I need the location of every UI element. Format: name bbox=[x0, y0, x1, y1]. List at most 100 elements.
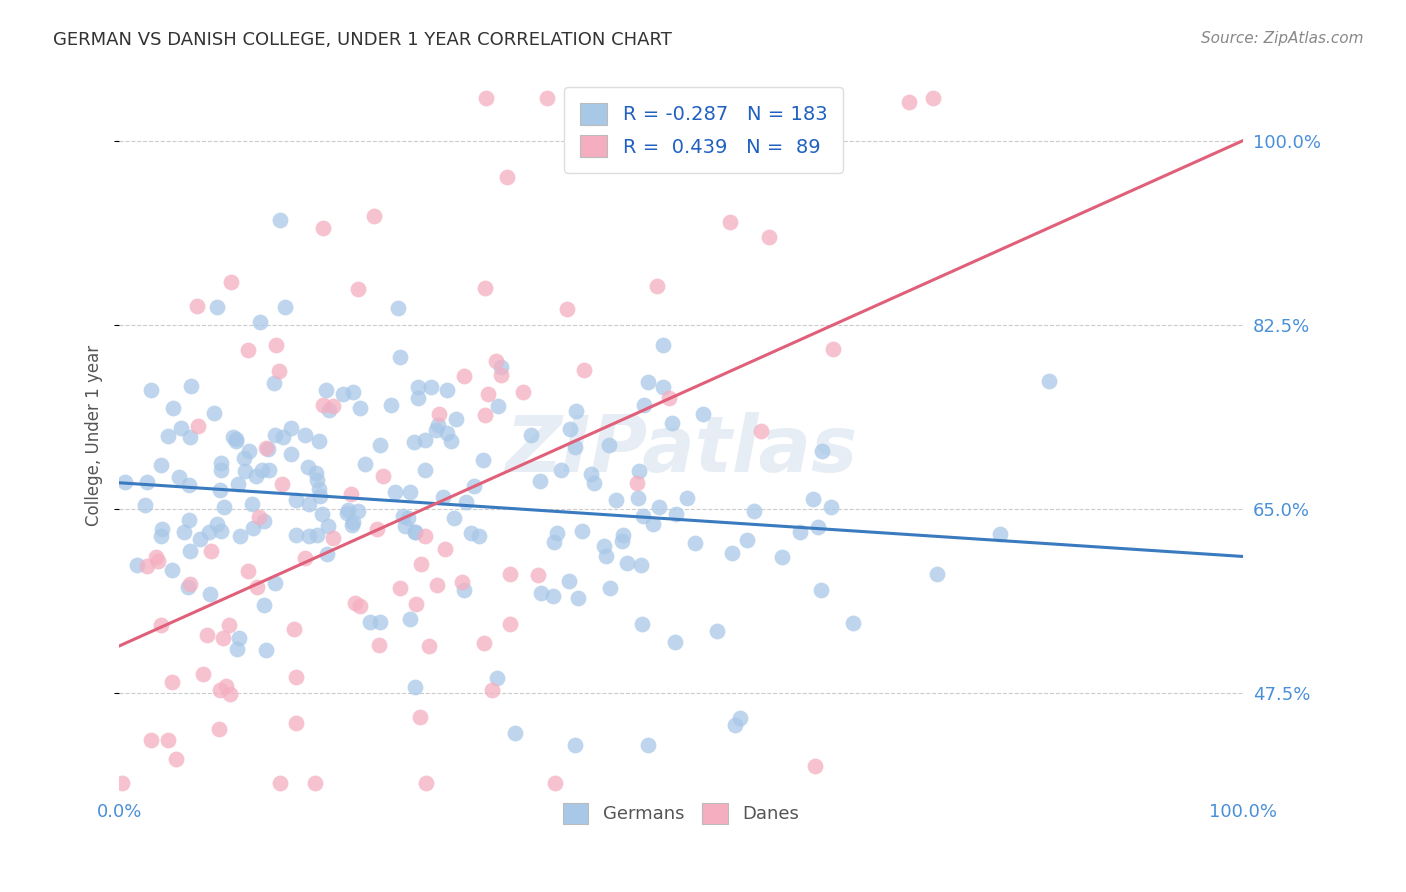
Point bbox=[723, 718, 745, 732]
Point bbox=[177, 513, 200, 527]
Point bbox=[505, 726, 527, 740]
Point bbox=[209, 683, 232, 698]
Point bbox=[205, 517, 228, 532]
Point bbox=[322, 400, 344, 414]
Point bbox=[233, 450, 256, 465]
Point bbox=[215, 679, 238, 693]
Point bbox=[309, 489, 332, 503]
Point bbox=[245, 581, 267, 595]
Point bbox=[530, 586, 553, 600]
Point bbox=[145, 549, 167, 564]
Point bbox=[595, 549, 617, 564]
Point bbox=[394, 518, 416, 533]
Point bbox=[451, 575, 474, 590]
Point bbox=[343, 597, 366, 611]
Point bbox=[205, 301, 228, 315]
Point bbox=[233, 464, 256, 478]
Point bbox=[440, 434, 463, 449]
Point bbox=[453, 582, 475, 597]
Point bbox=[665, 507, 688, 521]
Point bbox=[897, 95, 920, 109]
Point bbox=[692, 407, 714, 421]
Point bbox=[512, 384, 534, 399]
Point bbox=[257, 442, 280, 456]
Y-axis label: College, Under 1 year: College, Under 1 year bbox=[86, 345, 103, 526]
Point bbox=[249, 315, 271, 329]
Point bbox=[806, 520, 828, 534]
Point bbox=[188, 532, 211, 546]
Point bbox=[208, 722, 231, 736]
Point bbox=[162, 401, 184, 415]
Point bbox=[219, 275, 242, 289]
Point bbox=[990, 526, 1012, 541]
Point bbox=[195, 628, 218, 642]
Point bbox=[567, 591, 589, 605]
Point bbox=[347, 504, 370, 518]
Point bbox=[170, 420, 193, 434]
Point bbox=[409, 557, 432, 571]
Point bbox=[267, 364, 290, 378]
Point bbox=[453, 369, 475, 384]
Point bbox=[252, 514, 274, 528]
Point bbox=[209, 524, 232, 539]
Point bbox=[167, 469, 190, 483]
Point bbox=[718, 214, 741, 228]
Point bbox=[294, 551, 316, 566]
Text: ZIPatlas: ZIPatlas bbox=[505, 412, 858, 488]
Point bbox=[454, 495, 477, 509]
Point bbox=[489, 368, 512, 383]
Point bbox=[426, 578, 449, 592]
Point bbox=[496, 169, 519, 184]
Point bbox=[380, 398, 402, 412]
Point bbox=[742, 504, 765, 518]
Point bbox=[180, 379, 202, 393]
Point bbox=[728, 711, 751, 725]
Point bbox=[658, 391, 681, 405]
Point bbox=[342, 516, 364, 530]
Point bbox=[434, 541, 457, 556]
Point bbox=[150, 458, 173, 473]
Point bbox=[396, 511, 419, 525]
Point bbox=[408, 391, 430, 405]
Point bbox=[565, 403, 588, 417]
Point bbox=[264, 338, 287, 352]
Point bbox=[363, 209, 385, 223]
Point bbox=[749, 424, 772, 438]
Point bbox=[628, 464, 651, 478]
Point bbox=[340, 487, 363, 501]
Point bbox=[242, 497, 264, 511]
Point bbox=[349, 599, 371, 614]
Point bbox=[579, 467, 602, 482]
Point bbox=[264, 576, 287, 591]
Point bbox=[472, 636, 495, 650]
Point bbox=[404, 524, 426, 539]
Point bbox=[486, 400, 509, 414]
Point bbox=[294, 427, 316, 442]
Point bbox=[257, 463, 280, 477]
Point bbox=[225, 434, 247, 449]
Point bbox=[308, 482, 330, 496]
Point bbox=[388, 350, 411, 364]
Point bbox=[664, 635, 686, 649]
Point bbox=[366, 522, 388, 536]
Point bbox=[198, 586, 221, 600]
Point bbox=[349, 401, 371, 416]
Point bbox=[529, 474, 551, 488]
Point bbox=[139, 383, 162, 397]
Point bbox=[631, 617, 654, 632]
Point bbox=[297, 459, 319, 474]
Point bbox=[177, 580, 200, 594]
Point bbox=[801, 492, 824, 507]
Point bbox=[353, 457, 375, 471]
Point bbox=[409, 710, 432, 724]
Point bbox=[474, 409, 496, 423]
Point bbox=[221, 430, 243, 444]
Point bbox=[312, 220, 335, 235]
Point bbox=[471, 453, 494, 467]
Point bbox=[219, 687, 242, 701]
Point bbox=[630, 558, 652, 572]
Point bbox=[283, 622, 305, 636]
Point bbox=[650, 91, 672, 105]
Point bbox=[238, 444, 260, 458]
Point bbox=[179, 543, 201, 558]
